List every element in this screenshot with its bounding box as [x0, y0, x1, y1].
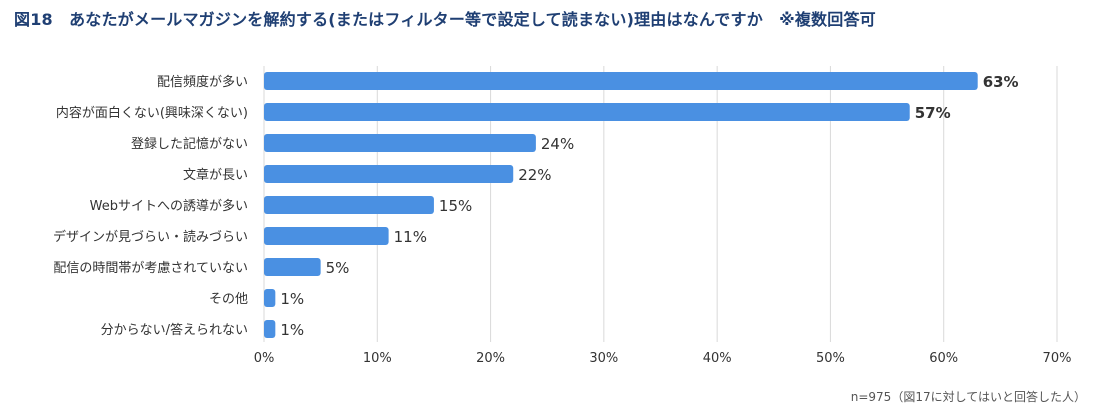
x-tick-label: 50% [816, 351, 845, 366]
bar [264, 258, 321, 276]
category-label: 分からない/答えられない [101, 322, 248, 338]
category-label: その他 [209, 292, 248, 307]
value-label: 5% [326, 259, 350, 277]
footnote: n=975（図17に対してはいと回答した人） [850, 390, 1086, 404]
bar [264, 289, 276, 307]
value-label: 15% [439, 197, 472, 215]
x-tick-label: 30% [589, 351, 618, 366]
x-tick-label: 0% [254, 351, 275, 366]
x-tick-label: 20% [476, 351, 505, 366]
category-label: 文章が長い [183, 167, 248, 183]
bar [264, 103, 910, 121]
bar [264, 134, 536, 152]
bar [264, 165, 514, 183]
value-label: 1% [280, 290, 304, 308]
value-label: 24% [541, 135, 574, 153]
bar [264, 72, 978, 90]
value-label: 11% [394, 228, 427, 246]
chart-title: 図18 あなたがメールマガジンを解約する(またはフィルター等で設定して読まない)… [14, 10, 876, 29]
x-tick-label: 70% [1043, 351, 1072, 366]
value-labels: 63% 57% 24% 22% 15% 11% 5% 1% 1% [280, 73, 1018, 339]
x-axis-ticks: 0% 10% 20% 30% 40% 50% 60% 70% [254, 351, 1072, 366]
category-label: 登録した記憶がない [131, 136, 248, 152]
bar [264, 227, 389, 245]
category-label: 配信の時間帯が考慮されていない [53, 261, 248, 276]
category-label: 内容が面白くない(興味深くない) [56, 105, 248, 121]
value-label: 1% [280, 321, 304, 339]
x-tick-label: 10% [363, 351, 392, 366]
value-label: 22% [518, 166, 551, 184]
category-label: デザインが見づらい・読みづらい [53, 229, 248, 245]
bar [264, 320, 276, 338]
category-label: Webサイトへの誘導が多い [90, 198, 248, 214]
value-label: 57% [915, 104, 951, 122]
bar [264, 196, 434, 214]
bars [264, 72, 978, 338]
x-tick-label: 60% [929, 351, 958, 366]
value-label: 63% [983, 73, 1019, 91]
category-label: 配信頻度が多い [157, 74, 248, 90]
x-tick-label: 40% [703, 351, 732, 366]
